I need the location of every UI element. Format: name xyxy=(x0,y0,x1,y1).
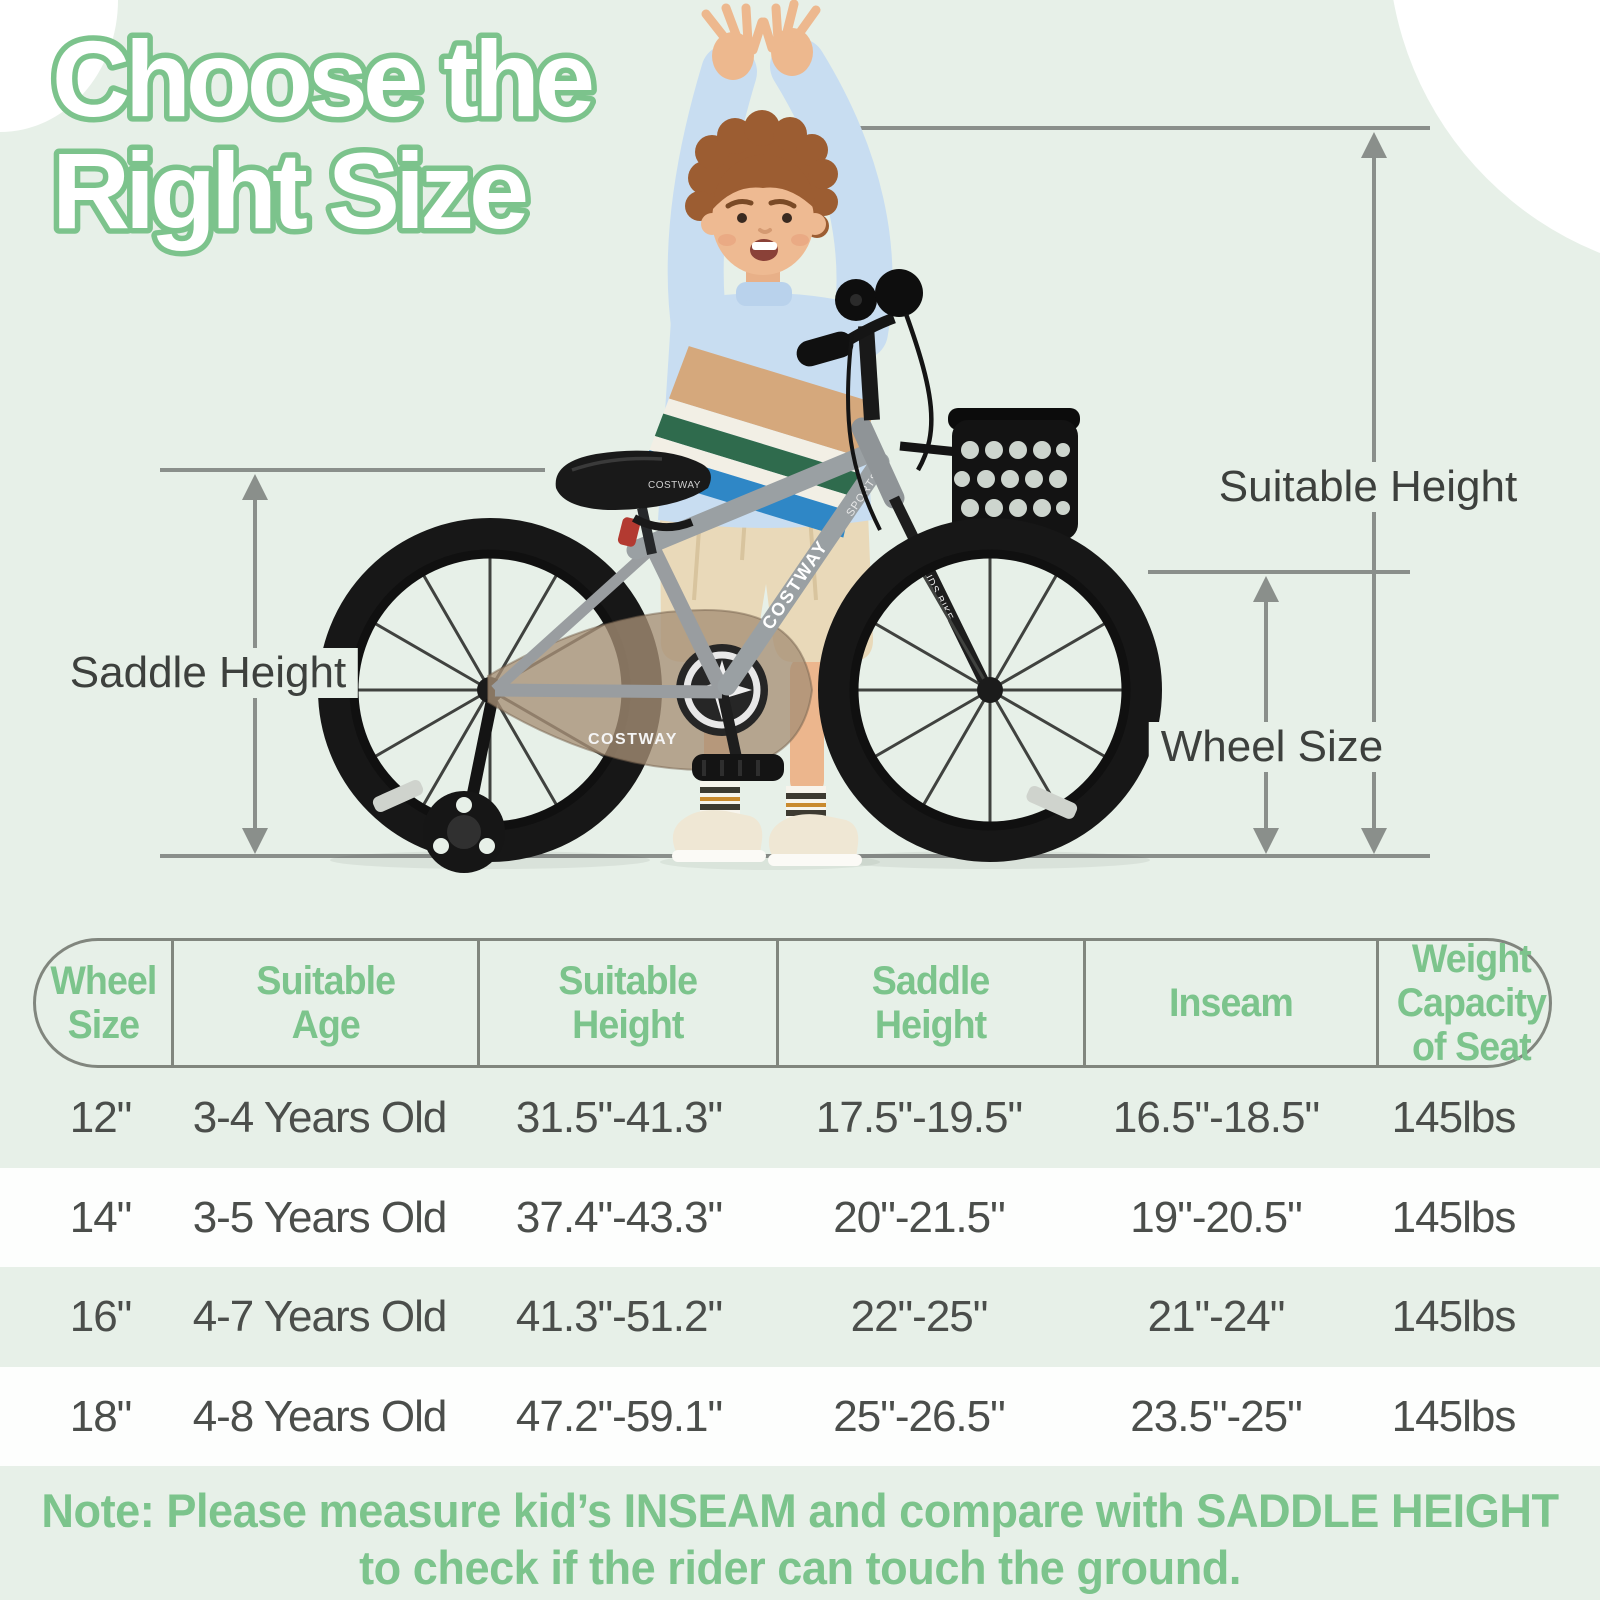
cell-suitable-height: 47.2"-59.1" xyxy=(515,1391,723,1441)
note-line1: Note: Please measure kid’s INSEAM and co… xyxy=(41,1484,1559,1537)
header-suitable-height: Suitable Height xyxy=(477,941,776,1065)
cell-inseam: 23.5"-25" xyxy=(1130,1391,1302,1441)
frame-sports-label: SPORTS xyxy=(844,470,882,519)
chain-guard: COSTWAY xyxy=(487,608,814,772)
header-suitable-age: Suitable Age xyxy=(171,941,477,1065)
saddle: COSTWAY xyxy=(555,450,711,556)
bike-basket xyxy=(899,408,1080,540)
saddle-height-label: Saddle Height xyxy=(57,648,359,698)
note-line2: to check if the rider can touch the grou… xyxy=(359,1541,1241,1594)
front-wheel xyxy=(818,518,1162,862)
page-title: Choose the Right Size xyxy=(47,13,603,257)
cell-suitable-height: 31.5"-41.3" xyxy=(515,1093,723,1142)
cell-suitable-height: 37.4"-43.3" xyxy=(515,1192,723,1242)
table-row: 12" 3-4 Years Old 31.5"-41.3" 17.5"-19.5… xyxy=(0,1068,1600,1168)
note-text: Note: Please measure kid’s INSEAM and co… xyxy=(0,1482,1600,1596)
cell-suitable-age: 4-7 Years Old xyxy=(192,1292,448,1341)
header-saddle-height: Saddle Height xyxy=(776,941,1083,1065)
frame-brand: COSTWAY xyxy=(758,536,832,633)
bike-illustration: COSTWAY COSTWAY SPORTS KIDS BIKE xyxy=(318,269,1162,873)
wheel-size-label: Wheel Size xyxy=(1148,722,1396,772)
cell-suitable-age: 4-8 Years Old xyxy=(192,1391,448,1441)
table-row: 16" 4-7 Years Old 41.3"-51.2" 22"-25" 21… xyxy=(0,1267,1600,1367)
cell-suitable-age: 3-4 Years Old xyxy=(192,1093,448,1142)
size-table-header: Wheel Size Suitable Age Suitable Height … xyxy=(33,937,1552,1069)
saddle-brand: COSTWAY xyxy=(648,480,701,491)
suitable-height-label: Suitable Height xyxy=(1206,462,1530,512)
page-title-line2: Right Size xyxy=(52,130,526,251)
header-wheel-size: Wheel Size xyxy=(50,959,157,1047)
suitable-height-top-line xyxy=(730,126,1430,130)
table-row: 14" 3-5 Years Old 37.4"-43.3" 20"-21.5" … xyxy=(0,1168,1600,1267)
wheel-size-top-line xyxy=(1148,570,1410,574)
corner-blob-top-right xyxy=(1388,0,1600,277)
cell-saddle-height: 22"-25" xyxy=(850,1292,989,1341)
page-title-line1: Choose the xyxy=(52,18,592,139)
cell-suitable-age: 3-5 Years Old xyxy=(192,1192,448,1242)
saddle-height-top-line xyxy=(160,468,545,472)
cell-weight-capacity: 145lbs xyxy=(1391,1292,1517,1341)
cell-weight-capacity: 145lbs xyxy=(1391,1391,1517,1441)
cell-weight-capacity: 145lbs xyxy=(1391,1093,1517,1142)
chain-guard-brand: COSTWAY xyxy=(588,731,678,748)
header-weight-capacity: Weight Capacity of Seat xyxy=(1376,937,1564,1069)
saddle-arrow-down-icon xyxy=(242,828,268,854)
cell-wheel-size: 18" xyxy=(69,1391,133,1441)
wheel-arrow-down-icon xyxy=(1253,828,1279,854)
cell-weight-capacity: 145lbs xyxy=(1391,1192,1517,1242)
handlebar xyxy=(796,269,934,531)
cell-inseam: 16.5"-18.5" xyxy=(1112,1093,1320,1142)
cell-inseam: 21"-24" xyxy=(1147,1292,1286,1341)
bike-frame: COSTWAY SPORTS KIDS BIKE xyxy=(491,417,993,699)
table-row: 18" 4-8 Years Old 47.2"-59.1" 25"-26.5" … xyxy=(0,1367,1600,1466)
cell-saddle-height: 25"-26.5" xyxy=(833,1391,1005,1441)
cell-wheel-size: 14" xyxy=(69,1192,133,1242)
suitable-arrow-down-icon xyxy=(1361,828,1387,854)
training-wheel xyxy=(423,698,505,873)
wheel-size-arrow-line xyxy=(1264,596,1268,836)
cell-saddle-height: 17.5"-19.5" xyxy=(815,1093,1023,1142)
cell-wheel-size: 12" xyxy=(69,1093,133,1142)
fork-label: KIDS BIKE xyxy=(919,567,955,624)
cell-wheel-size: 16" xyxy=(69,1292,133,1341)
rear-wheel xyxy=(318,518,662,862)
cell-saddle-height: 20"-21.5" xyxy=(833,1192,1005,1242)
ground-line xyxy=(160,854,1430,858)
cell-suitable-height: 41.3"-51.2" xyxy=(515,1292,723,1341)
cell-inseam: 19"-20.5" xyxy=(1130,1192,1302,1242)
header-inseam: Inseam xyxy=(1083,941,1376,1065)
